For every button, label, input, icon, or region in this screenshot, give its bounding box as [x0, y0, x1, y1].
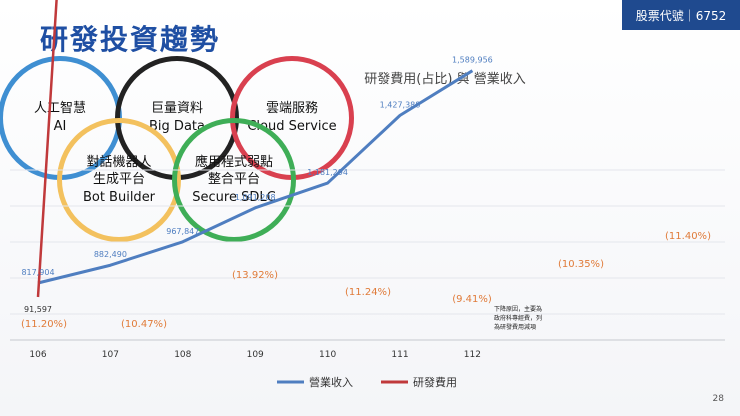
annotation-line-2: 政府科專經費，列: [494, 314, 542, 322]
ring-bot-builder-zh1: 對話機器人: [86, 154, 152, 170]
x-tick-label: 106: [29, 350, 46, 360]
ring-ai-en: AI: [53, 119, 67, 134]
ring-bot-builder-zh2: 生成平台: [92, 172, 145, 188]
gridlines: [10, 169, 725, 341]
data-label-rd-ratio: (11.20%): [21, 319, 67, 330]
data-label-revenue: 1,091,208: [235, 193, 276, 202]
ring-secure-sdlc-zh2: 整合平台: [207, 172, 260, 188]
ring-ai-zh: 人工智慧: [33, 101, 86, 117]
x-tick-label: 111: [391, 350, 408, 360]
ring-big-data-zh: 巨量資料: [150, 101, 203, 117]
legend-label-revenue: 營業收入: [309, 375, 353, 389]
data-label-rd-ratio: (11.40%): [665, 231, 711, 242]
legend: 營業收入 研發費用: [277, 375, 457, 389]
data-label-rd-ratio: (10.47%): [121, 319, 167, 330]
x-tick-label: 108: [174, 350, 191, 360]
data-label-revenue: 882,490: [94, 250, 127, 259]
x-tick-label: 110: [319, 350, 336, 360]
x-tick-label: 107: [102, 350, 119, 360]
x-axis-ticks: 106 107 108 109 110 111 112: [29, 350, 481, 360]
data-label-revenue: 817,904: [21, 268, 54, 277]
ring-big-data-en: Big Data: [149, 119, 205, 134]
chart-title: 研發費用(占比) 與 營業收入: [364, 71, 525, 87]
data-label-rd-ratio: (11.24%): [345, 287, 391, 298]
legend-label-rd: 研發費用: [413, 375, 457, 389]
data-label-rd-ratio: (9.41%): [452, 294, 492, 305]
ring-cloud-service-zh: 雲端服務: [265, 101, 318, 117]
ring-bot-builder-en: Bot Builder: [82, 189, 156, 205]
series-layer: [36, 0, 474, 298]
stock-code-badge: 股票代號｜6752: [622, 0, 740, 30]
decline-annotation: 下降原因，主要為 政府科專經費，列 為研發費用減項: [494, 305, 542, 331]
label-layer: 817,904 882,490 967,847 1,091,208 1,181,294 1…: [21, 56, 711, 330]
data-label-rd-ratio: (13.92%): [232, 270, 278, 281]
ring-secure-sdlc-zh1: 應用程式弱點: [194, 154, 273, 170]
data-label-rd: 91,597: [24, 305, 52, 314]
ring-bot-builder: 對話機器人 生成平台 Bot Builder: [57, 118, 181, 242]
data-label-revenue: 1,181,294: [307, 168, 348, 177]
ring-secure-sdlc: 應用程式弱點 整合平台 Secure SDLC: [172, 118, 296, 242]
slide-number: 28: [712, 394, 724, 404]
page-title: 研發投資趨勢: [40, 23, 221, 56]
data-label-rd-ratio: (10.35%): [558, 259, 604, 270]
data-label-revenue: 967,847: [166, 227, 199, 236]
data-label-revenue: 1,427,388: [380, 100, 421, 109]
x-tick-label: 112: [464, 350, 481, 360]
series-line-revenue: [37, 69, 474, 285]
annotation-line-1: 下降原因，主要為: [494, 305, 542, 313]
ring-secure-sdlc-en: Secure SDLC: [192, 189, 276, 205]
x-tick-label: 109: [247, 350, 264, 360]
annotation-line-3: 為研發費用減項: [494, 323, 536, 331]
data-label-revenue: 1,589,956: [452, 56, 493, 65]
